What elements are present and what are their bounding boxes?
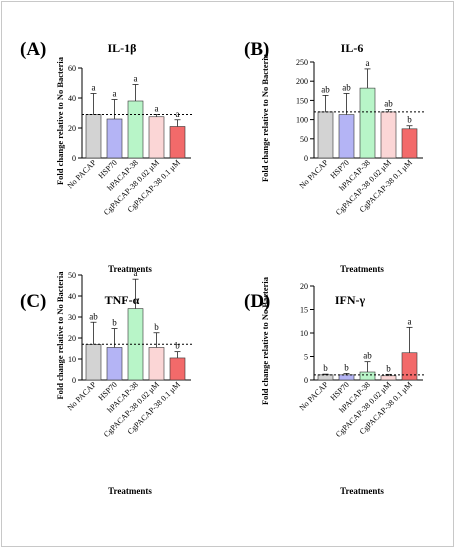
bar (380, 111, 397, 159)
bar (148, 347, 165, 381)
significance-label: ab (89, 311, 98, 321)
y-axis-label: Fold change relative to No Bacteria (260, 276, 270, 405)
panel-letter: (D) (244, 291, 270, 312)
bar (338, 114, 355, 159)
x-tick-label: No PACAP (297, 380, 330, 413)
y-axis-label: Fold change relative to No Bacteria (55, 271, 65, 400)
x-axis-label: Treatments (340, 264, 384, 274)
y-tick-label: 60 (68, 64, 76, 73)
significance-label: b (175, 341, 180, 351)
bar (317, 111, 334, 159)
y-tick-label: 15 (300, 306, 308, 315)
y-tick-label: 40 (68, 94, 76, 103)
panel-letter: (B) (244, 39, 269, 60)
y-tick-label: 250 (296, 58, 308, 67)
panel-title: IL-6 (341, 41, 364, 55)
panel-letter: (C) (20, 291, 46, 312)
significance-label: b (154, 322, 159, 332)
y-tick-label: 0 (72, 154, 76, 163)
bar (169, 357, 186, 381)
bar (106, 118, 123, 159)
y-tick-label: 20 (68, 124, 76, 133)
y-tick-label: 20 (300, 282, 308, 291)
significance-label: a (176, 109, 180, 119)
bar (359, 371, 376, 381)
bar (85, 114, 102, 159)
bar (106, 347, 123, 381)
significance-label: b (323, 363, 328, 373)
x-tick-label: No PACAP (297, 158, 330, 191)
y-tick-label: 150 (296, 96, 308, 105)
significance-label: a (134, 268, 138, 278)
significance-label: b (112, 318, 117, 328)
significance-label: ab (342, 82, 351, 92)
bar (380, 375, 397, 381)
y-tick-label: 5 (304, 353, 308, 362)
significance-label: a (366, 58, 370, 68)
significance-label: ab (363, 351, 372, 361)
x-axis-label: Treatments (108, 264, 152, 274)
chart-panel-a: (A) IL-1β Fold change relative to No Bacte… (20, 39, 193, 274)
y-axis-label: Fold change relative to No Bacteria (55, 56, 65, 185)
bar (401, 352, 418, 381)
significance-label: ab (384, 99, 393, 109)
y-tick-label: 50 (300, 135, 308, 144)
significance-label: a (155, 104, 159, 114)
y-tick-label: 50 (68, 271, 76, 280)
y-tick-label: 40 (68, 292, 76, 301)
bar (359, 87, 376, 159)
y-tick-label: 200 (296, 77, 308, 86)
significance-label: a (408, 316, 412, 326)
bar (85, 343, 102, 381)
y-tick-label: 100 (296, 116, 308, 125)
y-tick-label: 20 (68, 334, 76, 343)
x-tick-label: No PACAP (65, 158, 98, 191)
bar (317, 374, 334, 381)
significance-label: a (92, 83, 96, 93)
x-tick-label: No PACAP (65, 380, 98, 413)
y-axis-label: Fold change relative to No Bacteria (260, 53, 270, 182)
y-tick-label: 0 (304, 376, 308, 385)
significance-label: b (344, 362, 349, 372)
y-tick-label: 0 (304, 154, 308, 163)
bar (127, 100, 144, 159)
significance-label: a (134, 74, 138, 84)
y-tick-label: 0 (72, 376, 76, 385)
y-tick-label: 30 (68, 313, 76, 322)
panel-title: IFN-γ (335, 293, 366, 307)
significance-label: ab (321, 84, 330, 94)
panel-title: IL-1β (108, 41, 137, 55)
x-axis-label: Treatments (108, 486, 152, 496)
significance-label: b (407, 115, 412, 125)
bar (169, 126, 186, 159)
chart-panel-b: (B) IL-6 Fold change relative to No Bacter… (244, 39, 425, 274)
bar (401, 128, 418, 159)
chart-panel-c: (C) TNF-α Fold change relative to No Bacte… (20, 268, 193, 496)
x-axis-label: Treatments (340, 486, 384, 496)
panel-letter: (A) (20, 39, 46, 60)
panel-title: TNF-α (105, 293, 140, 307)
bar (338, 374, 355, 381)
significance-label: b (386, 363, 391, 373)
y-tick-label: 10 (68, 355, 76, 364)
bar (148, 116, 165, 159)
y-tick-label: 10 (300, 329, 308, 338)
chart-panel-d: (D) IFN-γ Fold change relative to No Bacte… (244, 276, 425, 496)
significance-label: a (113, 89, 117, 99)
